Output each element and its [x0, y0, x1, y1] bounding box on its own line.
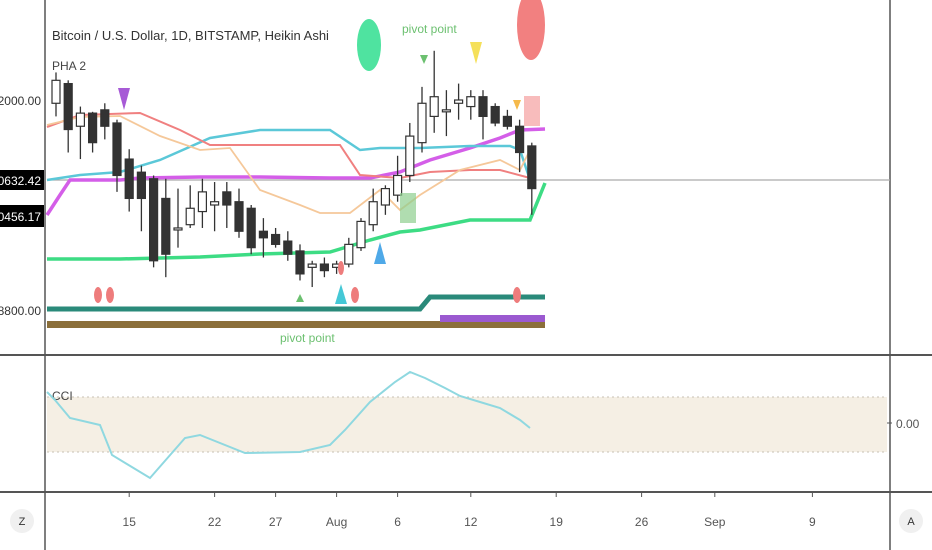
candle-body	[380, 187, 390, 206]
red-dot	[106, 287, 114, 303]
time-axis-label: Sep	[704, 515, 726, 529]
indicator-title: PHA 2	[52, 59, 86, 73]
purple-band	[440, 315, 545, 322]
time-axis-label: 26	[635, 515, 649, 529]
candle-body	[210, 201, 220, 206]
candle-body	[368, 201, 378, 226]
orange-down-marker	[513, 100, 521, 110]
candle-body	[344, 243, 354, 265]
candle-body	[136, 171, 146, 200]
time-axis-label: 19	[550, 515, 564, 529]
candle-body	[246, 207, 256, 249]
candle-body	[295, 250, 305, 275]
red-signal-circle	[517, 0, 545, 60]
red-dot	[94, 287, 102, 303]
support-bands	[47, 294, 545, 328]
red-ma-line	[46, 111, 531, 180]
time-axis: 15 22 27 Aug 6 12 19 26 Sep 9	[123, 492, 816, 529]
green-down-marker	[420, 55, 428, 64]
red-box	[524, 96, 540, 126]
yellow-down-triangle	[470, 42, 482, 64]
green-box	[400, 193, 416, 223]
symbol-title: Bitcoin / U.S. Dollar, 1D, BITSTAMP, Hei…	[52, 28, 329, 43]
candle-body	[124, 158, 134, 200]
candle-body	[112, 122, 122, 177]
price-tag-last: 10632.42	[0, 174, 41, 188]
candle-body	[283, 240, 293, 255]
green-ma-line	[47, 182, 547, 261]
magenta-ma-line	[45, 127, 546, 216]
candle-body	[417, 102, 427, 144]
candle-body	[478, 96, 488, 118]
price-axis-label: 8800.00	[0, 304, 41, 318]
candle-body	[307, 263, 317, 268]
candle-body	[514, 125, 525, 154]
teal-band	[47, 294, 545, 312]
red-dot	[338, 261, 344, 275]
price-tag-second: 10456.17	[0, 210, 41, 224]
candle-body	[51, 79, 61, 104]
cci-zero-label: 0.00	[896, 417, 920, 431]
time-axis-label: 6	[394, 515, 401, 529]
cci-line	[46, 370, 531, 480]
price-axis: 12000.00 8800.00 10632.42 10456.17	[0, 94, 44, 318]
cyan-up-triangle	[335, 284, 347, 304]
candle-body	[149, 178, 159, 262]
candle-body	[234, 201, 244, 232]
candle-body	[466, 96, 476, 108]
zoom-left-label: Z	[19, 516, 26, 528]
time-axis-label: 27	[269, 515, 283, 529]
candle-body	[197, 191, 207, 213]
candle-body	[527, 145, 537, 190]
price-axis-label: 12000.00	[0, 94, 41, 108]
zoom-left-button[interactable]: Z	[10, 509, 34, 533]
orange-ma-line	[46, 115, 531, 214]
price-tag-bg	[0, 170, 44, 190]
auto-scale-button[interactable]: A	[899, 509, 923, 533]
red-dot	[351, 287, 359, 303]
red-dot	[513, 287, 521, 303]
olive-band	[47, 321, 545, 328]
green-signal-circle	[357, 19, 381, 71]
time-axis-label: Aug	[326, 515, 347, 529]
candle-body	[258, 230, 268, 239]
candle-body	[87, 112, 98, 144]
candle-body	[271, 233, 281, 245]
signal-markers	[94, 0, 545, 304]
candle-body	[405, 135, 415, 177]
candle-body	[490, 105, 500, 124]
candle-body	[356, 220, 366, 249]
candle-body	[222, 191, 232, 206]
candle-body	[441, 109, 451, 113]
price-tag-bg	[0, 205, 44, 227]
candle-body	[63, 82, 73, 131]
time-axis-label: 22	[208, 515, 222, 529]
pivot-point-label-top: pivot point	[402, 22, 457, 36]
time-axis-label: 15	[123, 515, 137, 529]
candle-body	[173, 227, 183, 231]
pivot-point-label-bottom: pivot point	[280, 331, 335, 345]
candle-body	[161, 197, 171, 255]
candle-body	[319, 263, 329, 272]
time-axis-label: 9	[809, 515, 816, 529]
candle-body	[454, 99, 464, 104]
candle-body	[429, 96, 439, 118]
blue-up-triangle	[374, 242, 386, 264]
candle-body	[100, 109, 110, 127]
candle-body	[75, 112, 86, 127]
candle-body	[502, 115, 512, 127]
cci-title: CCI	[52, 389, 73, 403]
purple-down-triangle	[118, 88, 130, 110]
candles-group	[51, 50, 537, 288]
cci-range-band	[47, 397, 887, 452]
green-up-marker	[296, 294, 304, 302]
time-axis-label: 12	[464, 515, 478, 529]
auto-scale-label: A	[907, 516, 915, 528]
candle-body	[393, 174, 403, 196]
candle-body	[185, 207, 195, 226]
